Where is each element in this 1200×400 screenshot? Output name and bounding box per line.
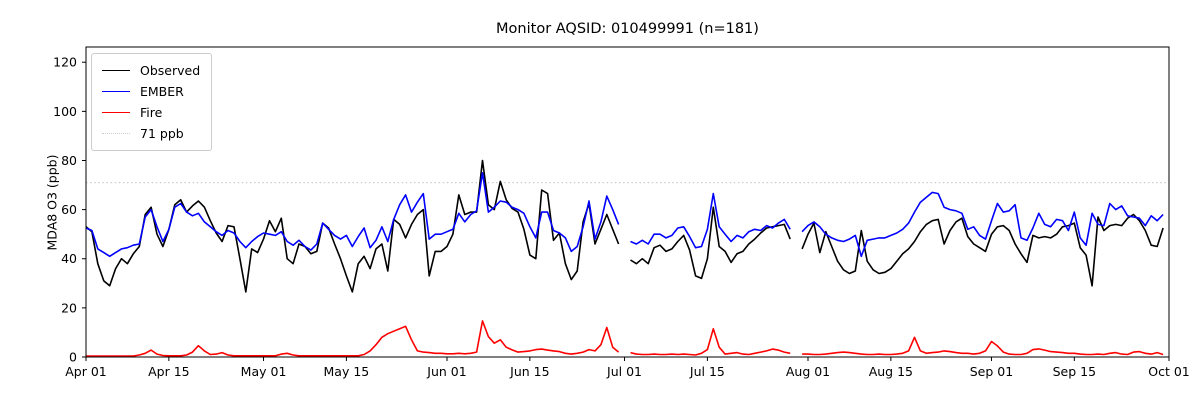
y-tick-label: 0 (69, 350, 77, 365)
x-tick-label: May 15 (324, 364, 370, 379)
legend-swatch (102, 91, 130, 92)
y-tick-label: 100 (53, 104, 77, 119)
x-tick-label: Jun 15 (509, 364, 549, 379)
x-tick-label: Sep 15 (1053, 364, 1096, 379)
y-tick-label: 20 (61, 300, 77, 315)
legend-swatch (102, 70, 130, 71)
legend-item-ember: EMBER (102, 81, 200, 102)
legend-label: 71 ppb (140, 126, 184, 141)
x-tick-label: Oct 01 (1148, 364, 1190, 379)
chart-title: Monitor AQSID: 010499991 (n=181) (496, 21, 759, 37)
legend-label: EMBER (140, 84, 184, 99)
fire-line (802, 336, 1164, 356)
x-tick-label: Apr 01 (65, 364, 107, 379)
y-tick-label: 40 (61, 251, 77, 266)
legend-item-observed: Observed (102, 60, 200, 81)
legend: Observed EMBER Fire 71 ppb (91, 53, 213, 151)
fire-line (630, 327, 791, 356)
ember-line (801, 191, 1164, 258)
y-tick-label: 60 (61, 202, 77, 217)
legend-label: Observed (140, 63, 201, 78)
x-tick-label: May 01 (241, 364, 287, 379)
x-tick-label: Jul 01 (606, 364, 642, 379)
legend-label: Fire (140, 105, 163, 120)
ember-line (630, 192, 791, 249)
legend-item-71-ppb: 71 ppb (102, 123, 200, 144)
y-tick-label: 80 (61, 153, 77, 168)
legend-swatch (102, 112, 130, 113)
observed-line (801, 213, 1164, 287)
observed-line (630, 206, 791, 280)
x-tick-label: Aug 01 (786, 364, 830, 379)
observed-line (85, 159, 620, 293)
legend-swatch (102, 133, 130, 134)
x-tick-label: Aug 15 (869, 364, 913, 379)
legend-item-fire: Fire (102, 102, 200, 123)
fire-line (86, 320, 620, 357)
x-tick-label: Jun 01 (426, 364, 466, 379)
x-tick-label: Sep 01 (970, 364, 1013, 379)
x-tick-label: Jul 15 (689, 364, 725, 379)
plot-border (85, 46, 1170, 358)
ember-line (85, 172, 620, 258)
y-tick-label: 120 (53, 55, 77, 70)
x-tick-label: Apr 15 (148, 364, 190, 379)
